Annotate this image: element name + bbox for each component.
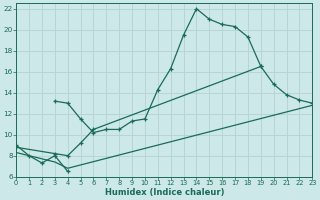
X-axis label: Humidex (Indice chaleur): Humidex (Indice chaleur) (105, 188, 224, 197)
